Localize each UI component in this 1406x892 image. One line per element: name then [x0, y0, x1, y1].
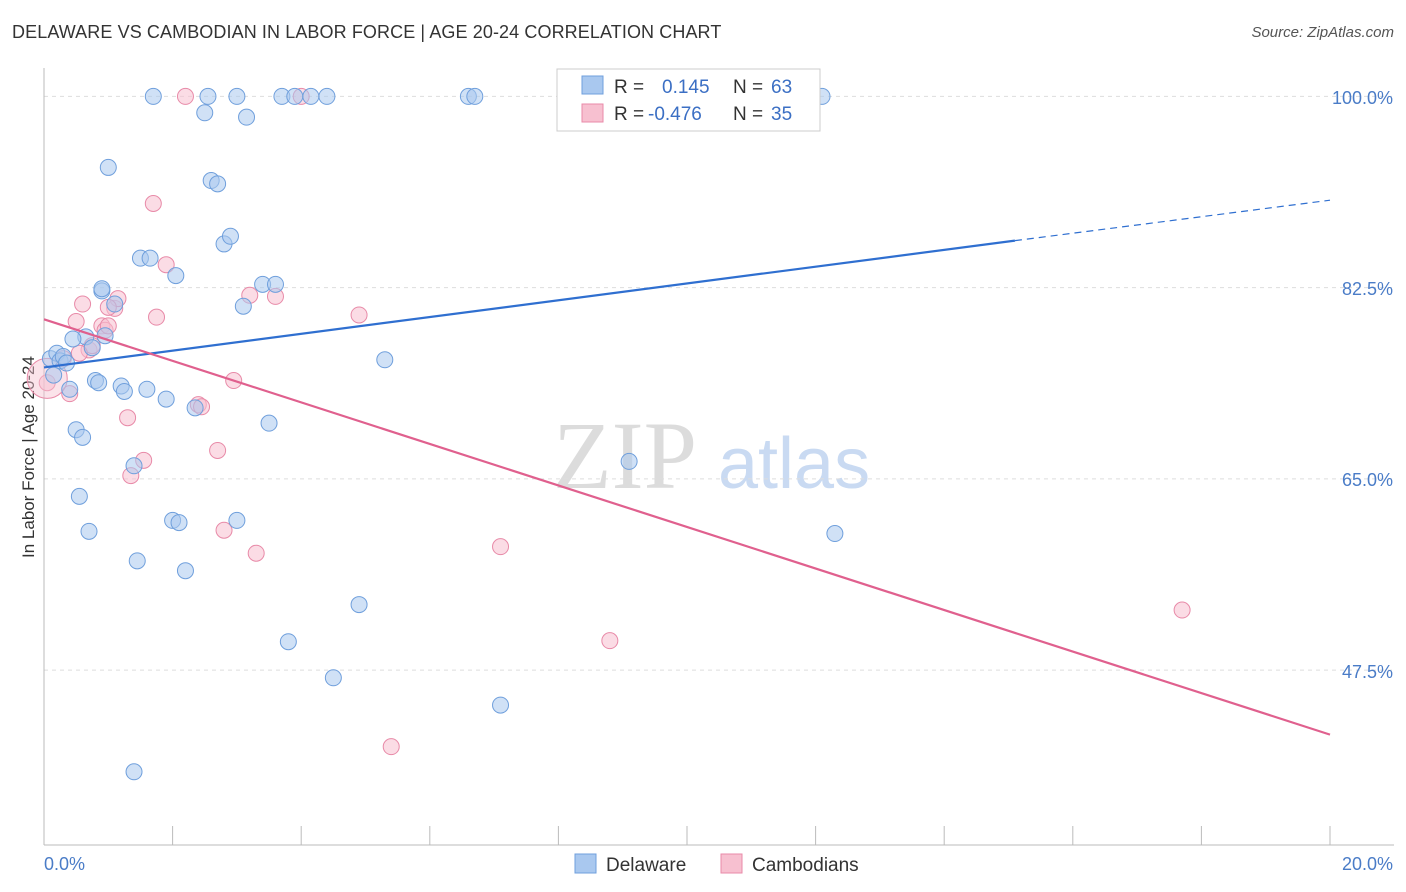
delaware-point — [106, 295, 124, 313]
cambodians-point — [148, 308, 166, 326]
delaware-point — [620, 452, 638, 470]
delaware-point — [170, 514, 188, 532]
x-tick-label: 0.0% — [44, 854, 85, 874]
cambodians-point — [382, 738, 400, 756]
bottom-legend-swatch-cambodians — [720, 853, 743, 874]
cambodians-point — [74, 295, 92, 313]
delaware-point — [302, 87, 320, 105]
legend-n-label: N = — [733, 104, 763, 125]
cambodians-point — [601, 632, 619, 650]
delaware-point — [350, 596, 368, 614]
bottom-legend-label-cambodians: Cambodians — [752, 855, 859, 876]
delaware-point — [286, 87, 304, 105]
cambodians-point — [492, 538, 510, 556]
delaware-point — [125, 457, 143, 475]
cambodians-trend-line — [43, 318, 1331, 736]
delaware-point — [157, 390, 175, 408]
delaware-point — [45, 366, 63, 384]
delaware-point — [125, 763, 143, 781]
watermark: ZIP atlas — [553, 402, 870, 509]
delaware-point — [266, 275, 284, 293]
source-label: Source: ZipAtlas.com — [1251, 24, 1394, 41]
delaware-point — [80, 522, 98, 540]
cambodians-point — [157, 256, 175, 274]
delaware-point — [228, 511, 246, 529]
cambodians-point — [215, 521, 233, 539]
series-delaware-points — [41, 87, 844, 781]
grid-lines — [44, 95, 1394, 671]
delaware-point — [144, 87, 162, 105]
delaware-point — [93, 280, 111, 298]
cambodians-point — [209, 441, 227, 459]
y-tick-label: 100.0% — [1332, 88, 1393, 108]
y-tick-label: 65.0% — [1342, 470, 1393, 490]
legend-r-value: 0.145 — [662, 77, 710, 98]
delaware-point — [186, 399, 204, 417]
delaware-point — [64, 330, 82, 348]
delaware-point — [209, 175, 227, 193]
delaware-point — [115, 382, 133, 400]
delaware-point — [74, 428, 92, 446]
y-axis-label: In Labor Force | Age 20-24 — [19, 356, 38, 558]
chart-title: DELAWARE VS CAMBODIAN IN LABOR FORCE | A… — [12, 22, 722, 42]
cambodians-point — [247, 544, 265, 562]
delaware-point — [318, 87, 336, 105]
cambodians-point — [350, 306, 368, 324]
delaware-point — [167, 267, 185, 285]
delaware-point — [376, 351, 394, 369]
delaware-point — [141, 249, 159, 267]
cambodians-point — [1173, 601, 1191, 619]
delaware-point — [324, 669, 342, 687]
legend-n-value: 63 — [771, 77, 792, 98]
delaware-point — [260, 414, 278, 432]
delaware-point — [466, 87, 484, 105]
y-tick-label: 47.5% — [1342, 662, 1393, 682]
delaware-point — [128, 552, 146, 570]
delaware-point — [826, 525, 844, 543]
delaware-trend-line — [43, 239, 1016, 369]
cambodians-point — [176, 87, 194, 105]
delaware-point — [196, 104, 214, 122]
legend-n-label: N = — [733, 77, 763, 98]
legend-r-value: -0.476 — [648, 104, 702, 125]
legend-r-label: R = — [614, 77, 644, 98]
delaware-point — [238, 108, 256, 126]
y-tick-label: 82.5% — [1342, 279, 1393, 299]
trend-lines — [43, 199, 1331, 736]
delaware-point — [70, 487, 88, 505]
delaware-point — [138, 380, 156, 398]
bottom-legend-label-delaware: Delaware — [606, 855, 686, 876]
bottom-legend: Delaware Cambodians — [574, 853, 859, 876]
delaware-point — [176, 562, 194, 580]
delaware-point — [492, 696, 510, 714]
y-axis-tick-labels: 100.0% 82.5% 65.0% 47.5% — [1332, 88, 1393, 682]
delaware-point — [279, 633, 297, 651]
legend-swatch-delaware — [581, 75, 604, 95]
delaware-point — [83, 339, 101, 357]
legend-box: R = 0.145 N = 63 R = -0.476 N = 35 — [556, 68, 821, 132]
delaware-point — [61, 380, 79, 398]
watermark-atlas: atlas — [718, 424, 870, 504]
legend-r-label: R = — [614, 104, 644, 125]
delaware-point — [221, 227, 239, 245]
x-tick-label: 20.0% — [1342, 854, 1393, 874]
legend-swatch-cambodians — [581, 103, 604, 123]
bottom-legend-swatch-delaware — [574, 853, 597, 874]
cambodians-point — [144, 194, 162, 212]
legend-n-value: 35 — [771, 104, 792, 125]
cambodians-point — [119, 409, 137, 427]
delaware-point — [199, 87, 217, 105]
delaware-trend-line-extension — [1014, 199, 1331, 242]
delaware-point — [90, 374, 108, 392]
delaware-point — [234, 297, 252, 315]
x-axis-ticks — [43, 826, 1331, 845]
delaware-point — [228, 87, 246, 105]
delaware-point — [99, 158, 117, 176]
